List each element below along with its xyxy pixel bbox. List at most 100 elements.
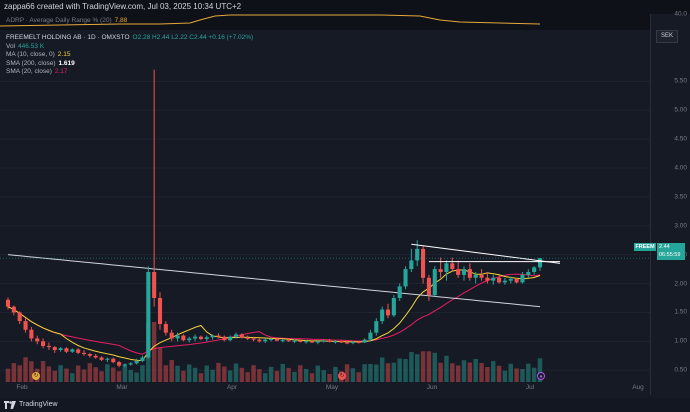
- price-chart[interactable]: [0, 30, 650, 395]
- candle-body: [526, 272, 531, 275]
- volume-bar: [444, 355, 449, 382]
- volume-bar: [409, 352, 414, 382]
- adrp-axis-tick: 40.0: [674, 10, 687, 18]
- candle-body: [415, 248, 420, 261]
- volume-bar: [17, 365, 22, 382]
- volume-bar: [122, 365, 128, 382]
- volume-bar: [479, 363, 484, 382]
- candle-body: [23, 321, 28, 330]
- price-axis-tick: 3.50: [674, 193, 687, 201]
- volume-bar: [286, 367, 291, 382]
- chart-attribution: zappa66 created with TradingView.com, Ju…: [0, 0, 690, 14]
- candle-body: [467, 269, 472, 278]
- candle-body: [491, 277, 496, 281]
- candle-body: [187, 338, 192, 341]
- candle-body: [140, 357, 145, 361]
- volume-bar: [362, 364, 367, 382]
- ma10-value: 2.15: [57, 51, 71, 58]
- volume-bar: [403, 359, 408, 382]
- candle-body: [269, 339, 274, 341]
- candle-body: [362, 339, 367, 343]
- volume-bar: [134, 372, 139, 382]
- volume-bar: [531, 367, 537, 382]
- time-axis-tick: Jul: [525, 384, 535, 391]
- time-axis[interactable]: Feb Mar Apr May Jun Jul Aug: [0, 382, 650, 395]
- candle-body: [245, 337, 250, 339]
- tradingview-logo-icon[interactable]: [4, 401, 16, 409]
- price-tag-price: 2.44: [659, 244, 670, 250]
- volume-bar: [461, 360, 467, 382]
- volume-label: Vol: [6, 42, 16, 50]
- volume-bar: [239, 367, 245, 382]
- volume-bar: [303, 368, 309, 382]
- candle-body: [122, 364, 127, 366]
- adrp-legend: ADRP · Average Daily Range % (20) 7.88: [6, 17, 127, 24]
- candle-body: [380, 309, 385, 322]
- volume-bar: [204, 365, 209, 382]
- volume-bar: [350, 368, 356, 382]
- price-tag-countdown: 06:55:59: [659, 252, 681, 258]
- volume-bar: [245, 372, 250, 382]
- ma10-line: [7, 269, 541, 362]
- candle-body: [41, 341, 46, 346]
- volume-bar: [222, 366, 227, 382]
- volume-bar: [5, 368, 11, 382]
- volume-bar: [321, 370, 326, 382]
- candle-body: [99, 357, 104, 360]
- volume-bar: [233, 363, 239, 382]
- price-axis[interactable]: 40.0 5.505.004.504.003.503.002.502.001.5…: [650, 10, 690, 395]
- volume-bar: [450, 363, 455, 382]
- candle-body: [198, 336, 203, 340]
- candle-body: [210, 335, 215, 338]
- candle-body: [368, 332, 373, 340]
- candle-body: [228, 336, 233, 341]
- earnings-event-icon[interactable]: ↻: [32, 372, 40, 380]
- volume-bar: [163, 365, 169, 382]
- volume-bar: [415, 354, 420, 382]
- adrp-indicator-pane[interactable]: ADRP · Average Daily Range % (20) 7.88: [0, 14, 650, 30]
- price-axis-tick: 3.00: [674, 222, 687, 230]
- candlestick-chart-svg[interactable]: [0, 30, 650, 382]
- volume-bar: [157, 347, 163, 382]
- candle-body: [52, 347, 57, 350]
- currency-button[interactable]: SEK: [656, 30, 678, 43]
- candle-body: [333, 341, 338, 343]
- volume-bar: [491, 361, 496, 382]
- volume-bar: [309, 373, 315, 382]
- candle-body: [251, 338, 256, 340]
- candle-body: [76, 349, 81, 353]
- volume-bar: [379, 357, 385, 382]
- volume-bar: [181, 370, 186, 382]
- volume-bar: [502, 370, 508, 382]
- volume-bar: [187, 364, 192, 382]
- sma200-line: [7, 254, 541, 308]
- volume-bar: [473, 359, 478, 382]
- candle-body: [35, 338, 40, 342]
- candle-body: [29, 329, 34, 339]
- price-axis-tick: 4.50: [674, 135, 687, 143]
- volume-bar: [315, 365, 321, 382]
- candle-body: [105, 358, 110, 360]
- dividend-event-icon[interactable]: ↻: [338, 372, 346, 380]
- candle-body: [327, 340, 332, 342]
- volume-bar: [227, 370, 233, 382]
- volume-bar: [426, 351, 432, 382]
- volume-bar: [356, 372, 361, 382]
- chart-legend: FREEMELT HOLDING AB · 1D · OMXSTO O2.28 H…: [6, 34, 253, 77]
- price-axis-tick: 0.50: [674, 366, 687, 374]
- candle-body: [497, 277, 502, 283]
- candle-body: [397, 286, 402, 298]
- candle-body: [321, 340, 326, 342]
- upcoming-event-icon[interactable]: ●: [537, 372, 545, 380]
- volume-bar: [251, 365, 256, 382]
- candle-body: [421, 248, 426, 278]
- candle-body: [456, 269, 461, 275]
- sma200-value: 1.619: [58, 59, 75, 67]
- candle-body: [426, 277, 431, 296]
- sma20-value: 2.17: [54, 68, 68, 75]
- price-axis-tick: 1.00: [674, 337, 687, 345]
- candle-body: [502, 280, 507, 283]
- volume-bar: [140, 365, 145, 382]
- candle-body: [537, 258, 543, 268]
- volume-bar: [116, 371, 122, 382]
